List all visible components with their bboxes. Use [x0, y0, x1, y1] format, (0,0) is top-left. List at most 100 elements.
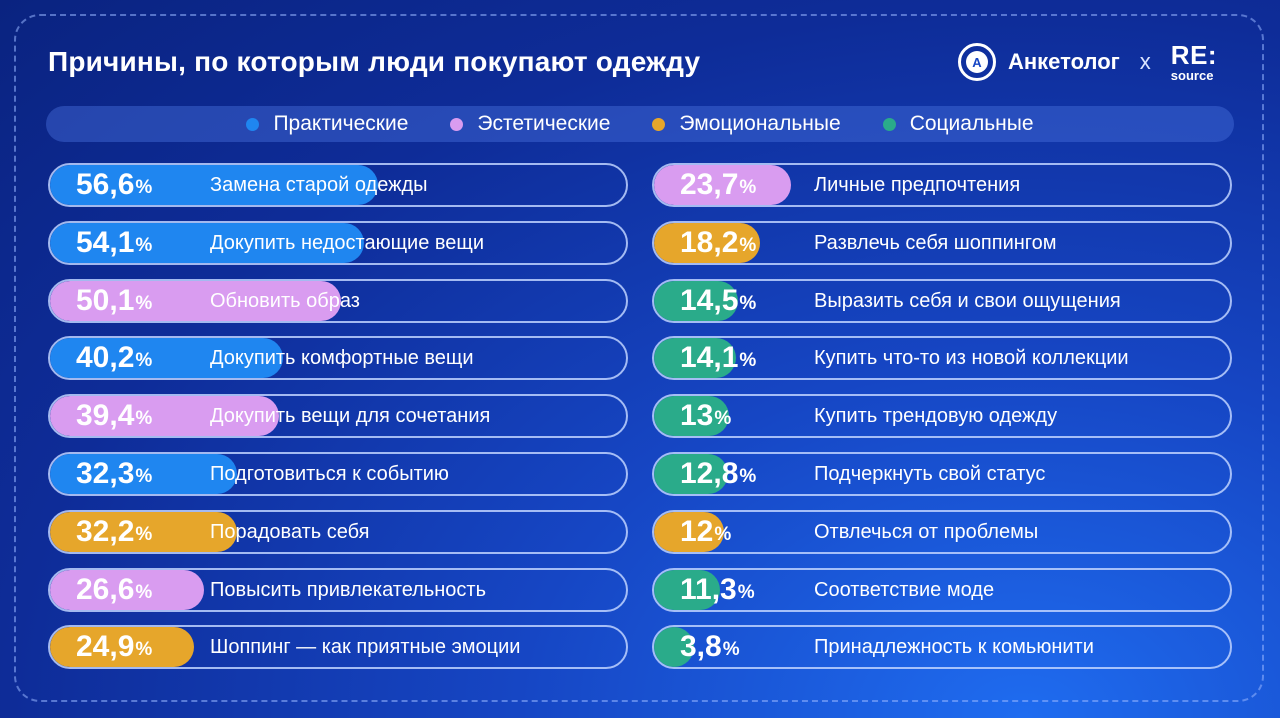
bar-row: 14,1% Купить что-то из новой коллекции [652, 336, 1232, 380]
legend-label: Эстетические [477, 112, 611, 135]
value-number: 24,9 [76, 630, 135, 663]
bar-aesthetic [654, 165, 792, 205]
percent-sign: % [135, 639, 153, 660]
value-number: 32,3 [76, 457, 135, 490]
value-number: 12,8 [680, 457, 739, 490]
bar-row: 26,6% Повысить привлекательность [48, 568, 628, 612]
category-label: Замена старой одежды [210, 173, 428, 196]
data-label: 26,6% [76, 570, 152, 610]
bar-practical [50, 338, 284, 378]
value-number: 23,7 [680, 168, 739, 201]
bar-emotional [50, 627, 195, 667]
value-number: 39,4 [76, 399, 135, 432]
bar-row: 32,2% Порадовать себя [48, 510, 628, 554]
percent-sign: % [135, 177, 153, 198]
bar-practical [50, 223, 364, 263]
category-label: Выразить себя и свои ощущения [814, 289, 1121, 312]
percent-sign: % [739, 293, 757, 314]
category-label: Докупить комфортные вещи [210, 346, 474, 369]
legend-label: Социальные [909, 112, 1034, 135]
brand-name: Анкетолог [1008, 49, 1120, 74]
legend-dot-icon [246, 117, 260, 131]
percent-sign: % [714, 408, 732, 429]
bar-row: 32,3% Подготовиться к событию [48, 452, 628, 496]
dashed-frame [14, 14, 1264, 702]
bar-row: 56,6% Замена старой одежды [48, 163, 628, 207]
data-label: 50,1% [76, 281, 152, 321]
bar-row: 12% Отвлечься от проблемы [652, 510, 1232, 554]
bar-row: 12,8% Подчеркнуть свой статус [652, 452, 1232, 496]
logo-letter: A [966, 51, 988, 73]
data-label: 23,7% [680, 165, 756, 205]
legend-item-practical: Практические [246, 112, 408, 136]
percent-sign: % [135, 235, 153, 256]
legend-label: Практические [273, 112, 409, 135]
page-title: Причины, по которым люди покупают одежду [48, 46, 701, 77]
bar-row: 50,1% Обновить образ [48, 279, 628, 323]
value-number: 50,1 [76, 284, 135, 317]
percent-sign: % [739, 466, 757, 487]
data-label: 32,2% [76, 512, 152, 552]
data-label: 11,3% [680, 570, 755, 610]
partner-logo-top: RE: [1170, 40, 1218, 70]
bar-social [654, 396, 730, 436]
data-label: 12,8% [680, 454, 756, 494]
value-number: 12 [680, 515, 714, 548]
brand-block: A Анкетолог x RE: source [958, 42, 1217, 82]
bar-emotional [654, 223, 760, 263]
bar-row: 40,2% Докупить комфортные вещи [48, 336, 628, 380]
percent-sign: % [739, 177, 757, 198]
value-number: 56,6 [76, 168, 135, 201]
value-number: 40,2 [76, 341, 135, 374]
percent-sign: % [739, 235, 757, 256]
percent-sign: % [135, 466, 153, 487]
bar-row: 23,7% Личные предпочтения [652, 163, 1232, 207]
legend-item-emotional: Эмоциональные [652, 112, 841, 136]
percent-sign: % [135, 350, 153, 371]
value-number: 54,1 [76, 226, 135, 259]
percent-sign: % [714, 524, 732, 545]
anketolog-logo-icon: A [958, 43, 996, 81]
bar-social [654, 454, 729, 494]
category-label: Купить трендовую одежду [814, 404, 1058, 427]
bar-row: 3,8% Принадлежность к комьюнити [652, 625, 1232, 669]
legend-dot-icon [652, 117, 666, 131]
bar-row: 39,4% Докупить вещи для сочетания [48, 394, 628, 438]
bar-social [654, 570, 720, 610]
data-label: 40,2% [76, 338, 152, 378]
category-label: Подчеркнуть свой статус [814, 462, 1046, 485]
legend-label: Эмоциональные [679, 112, 841, 135]
data-label: 54,1% [76, 223, 152, 263]
value-number: 32,2 [76, 515, 135, 548]
percent-sign: % [135, 582, 153, 603]
data-label: 3,8% [680, 627, 740, 667]
value-number: 11,3 [680, 573, 737, 606]
category-label: Повысить привлекательность [210, 578, 486, 601]
data-label: 14,1% [680, 338, 756, 378]
value-number: 18,2 [680, 226, 739, 259]
percent-sign: % [135, 524, 153, 545]
bar-social [654, 627, 694, 667]
category-label: Докупить недостающие вещи [210, 231, 485, 254]
legend-item-social: Социальные [882, 112, 1034, 136]
legend: Практические Эстетические Эмоциональные Соц… [46, 106, 1234, 142]
bar-row: 13% Купить трендовую одежду [652, 394, 1232, 438]
bar-row: 24,9% Шоппинг — как приятные эмоции [48, 625, 628, 669]
category-label: Подготовиться к событию [210, 462, 449, 485]
partner-logo: RE: source [1171, 42, 1217, 82]
percent-sign: % [135, 293, 153, 314]
collab-separator: x [1139, 49, 1151, 74]
legend-dot-icon [882, 117, 896, 131]
bar-row: 54,1% Докупить недостающие вещи [48, 221, 628, 265]
bar-row: 11,3% Соответствие моде [652, 568, 1232, 612]
percent-sign: % [737, 582, 755, 603]
value-number: 3,8 [680, 630, 722, 663]
data-label: 12% [680, 512, 731, 552]
percent-sign: % [722, 639, 740, 660]
category-label: Развлечь себя шоппингом [814, 231, 1057, 254]
data-label: 56,6% [76, 165, 152, 205]
bar-row: 14,5% Выразить себя и свои ощущения [652, 279, 1232, 323]
category-label: Соответствие моде [814, 578, 995, 601]
category-label: Порадовать себя [210, 520, 370, 543]
bar-aesthetic [50, 570, 205, 610]
